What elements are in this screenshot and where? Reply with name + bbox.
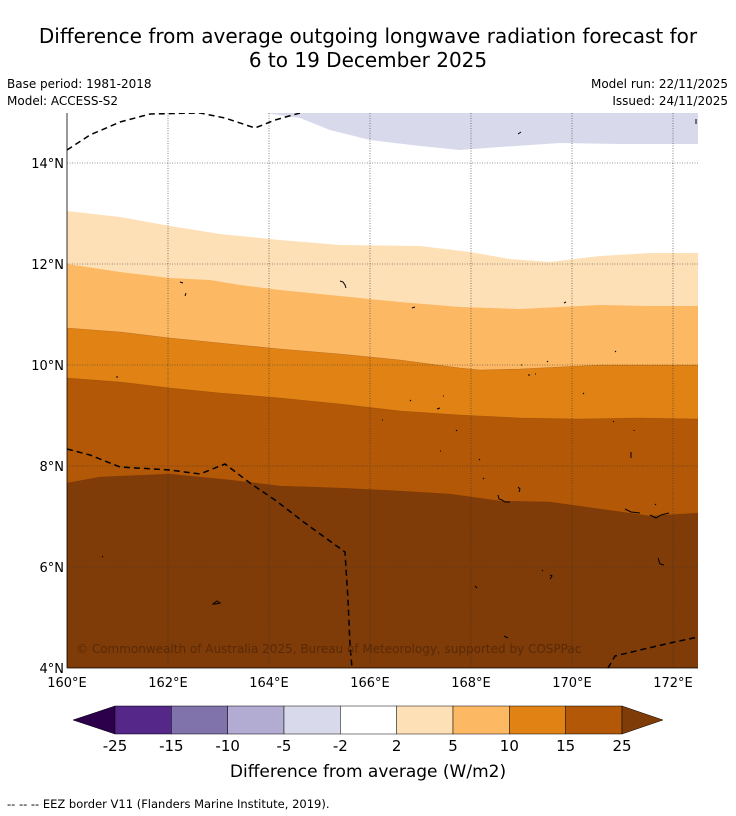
colorbar-segment bbox=[340, 705, 397, 735]
island bbox=[657, 557, 665, 566]
colorbar-extend-low bbox=[72, 705, 116, 735]
colorbar-title: Difference from average (W/m2) bbox=[229, 762, 507, 782]
lon-label-162E: 162°E bbox=[148, 676, 188, 691]
issued-date: Issued: 24/11/2025 bbox=[612, 94, 728, 108]
lon-label-164E: 164°E bbox=[249, 676, 289, 691]
eez-footnote: -- -- -- EEZ border V11 (Flanders Marine… bbox=[7, 797, 330, 811]
colorbar-segment bbox=[396, 705, 454, 735]
island bbox=[101, 555, 104, 558]
title-line-1: Difference from average outgoing longwav… bbox=[38, 24, 698, 48]
colorbar-tick-label: 25 bbox=[612, 737, 631, 755]
title-line-2: 6 to 19 December 2025 bbox=[248, 48, 488, 72]
colorbar-labels: -25 -15 -10 -5 -2 2 5 10 15 25 bbox=[103, 737, 632, 755]
anomaly-region-above-25 bbox=[67, 474, 698, 668]
island bbox=[582, 392, 585, 395]
colorbar-tick-label: -10 bbox=[215, 737, 240, 755]
lat-label-12N: 12°N bbox=[31, 258, 64, 273]
colorbar-segment bbox=[565, 705, 623, 735]
lat-label-6N: 6°N bbox=[40, 561, 65, 576]
island bbox=[503, 635, 509, 639]
colorbar-tick-label: 10 bbox=[500, 737, 519, 755]
colorbar-tick-label: -25 bbox=[103, 737, 128, 755]
island bbox=[614, 350, 617, 353]
island bbox=[440, 429, 485, 480]
colorbar-segment bbox=[114, 705, 172, 735]
island bbox=[497, 486, 521, 503]
island bbox=[624, 508, 670, 519]
colorbar bbox=[72, 705, 664, 735]
map-plot-area: © Commonwealth of Australia 2025, Bureau… bbox=[67, 113, 698, 668]
gridlines bbox=[67, 113, 698, 668]
base-period: Base period: 1981-2018 bbox=[7, 77, 152, 91]
lon-label-172E: 172°E bbox=[653, 676, 693, 691]
island bbox=[382, 395, 444, 421]
colorbar-tick-label: -5 bbox=[277, 737, 292, 755]
lat-label-14N: 14°N bbox=[31, 157, 64, 172]
colorbar-tick-label: 2 bbox=[392, 737, 402, 755]
model-name: Model: ACCESS-S2 bbox=[7, 94, 119, 108]
lon-label-160E: 160°E bbox=[47, 676, 87, 691]
island bbox=[474, 585, 478, 589]
colorbar-tick-label: 15 bbox=[556, 737, 575, 755]
island bbox=[654, 503, 657, 506]
island bbox=[411, 306, 416, 309]
lon-label-168E: 168°E bbox=[451, 676, 491, 691]
contour-lines bbox=[67, 327, 698, 517]
model-run: Model run: 22/11/2025 bbox=[590, 77, 728, 91]
island bbox=[517, 131, 522, 135]
colorbar-segment bbox=[452, 705, 510, 735]
lon-label-166E: 166°E bbox=[350, 676, 390, 691]
eez-borders bbox=[67, 113, 698, 668]
lat-label-4N: 4°N bbox=[40, 662, 65, 677]
island bbox=[179, 281, 187, 297]
eez-border-north bbox=[67, 113, 301, 151]
colorbar-segment bbox=[227, 705, 285, 735]
island bbox=[563, 301, 567, 304]
island bbox=[612, 420, 635, 458]
island bbox=[339, 280, 347, 289]
island bbox=[541, 569, 553, 580]
colorbar-segment bbox=[283, 705, 341, 735]
colorbar-tick-label: 5 bbox=[448, 737, 458, 755]
island bbox=[211, 600, 222, 605]
copyright-notice: © Commonwealth of Australia 2025, Bureau… bbox=[76, 642, 581, 656]
island bbox=[521, 360, 549, 376]
colorbar-segment bbox=[171, 705, 228, 735]
lat-label-10N: 10°N bbox=[31, 359, 64, 374]
colorbar-tick-label: -15 bbox=[159, 737, 184, 755]
colorbar-segment bbox=[509, 705, 566, 735]
lat-label-8N: 8°N bbox=[40, 460, 65, 475]
islands bbox=[101, 119, 697, 639]
eez-border-west bbox=[67, 448, 353, 668]
anomaly-region-negative-2-5 bbox=[265, 113, 698, 150]
colorbar-extend-high bbox=[621, 705, 664, 735]
colorbar-tick-label: -2 bbox=[333, 737, 348, 755]
lon-label-170E: 170°E bbox=[552, 676, 592, 691]
